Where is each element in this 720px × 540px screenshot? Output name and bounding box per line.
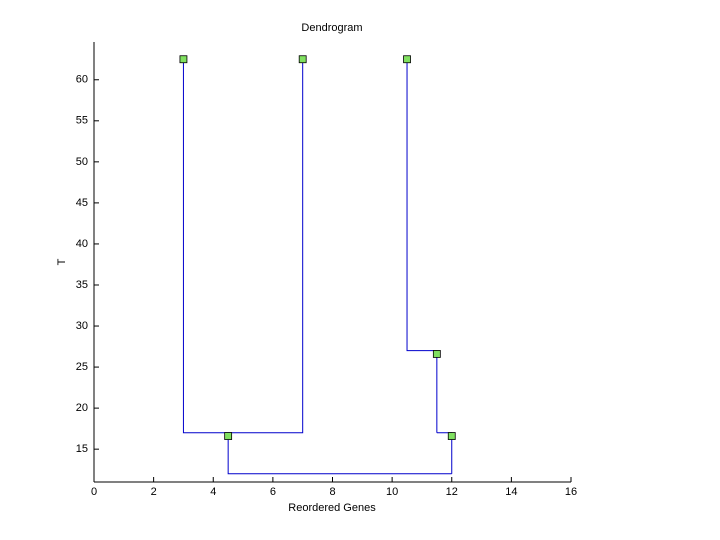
y-tick-label: 20 bbox=[76, 402, 88, 414]
y-tick-label: 45 bbox=[76, 197, 88, 209]
x-tick-label: 12 bbox=[446, 486, 458, 498]
y-tick-label: 30 bbox=[76, 320, 88, 332]
node-marker bbox=[403, 55, 411, 64]
y-tick-label: 55 bbox=[76, 115, 88, 127]
node-marker bbox=[224, 432, 233, 440]
y-tick-label: 25 bbox=[76, 361, 88, 373]
x-tick-label: 4 bbox=[210, 486, 216, 498]
dendrogram-link bbox=[406, 59, 438, 433]
y-tick-label: 40 bbox=[76, 238, 88, 250]
x-tick-label: 10 bbox=[386, 486, 398, 498]
x-axis-label: Reordered Genes bbox=[288, 502, 376, 514]
x-tick-label: 16 bbox=[565, 486, 577, 498]
chart-title: Dendrogram bbox=[301, 22, 362, 34]
x-tick-label: 8 bbox=[329, 486, 335, 498]
dendrogram-link bbox=[182, 59, 304, 434]
node-marker bbox=[179, 55, 188, 64]
y-tick-label: 35 bbox=[76, 279, 88, 291]
x-tick-label: 14 bbox=[505, 486, 517, 498]
x-tick-label: 0 bbox=[91, 486, 97, 498]
x-tick-label: 6 bbox=[270, 486, 276, 498]
node-marker bbox=[447, 432, 456, 440]
y-axis-label: T bbox=[56, 258, 68, 265]
dendrogram-link bbox=[227, 432, 452, 475]
y-tick-label: 60 bbox=[76, 74, 88, 86]
y-tick-label: 15 bbox=[76, 443, 88, 455]
node-marker bbox=[298, 55, 307, 64]
node-marker bbox=[432, 350, 441, 358]
y-tick-label: 50 bbox=[76, 156, 88, 168]
x-tick-label: 2 bbox=[151, 486, 157, 498]
